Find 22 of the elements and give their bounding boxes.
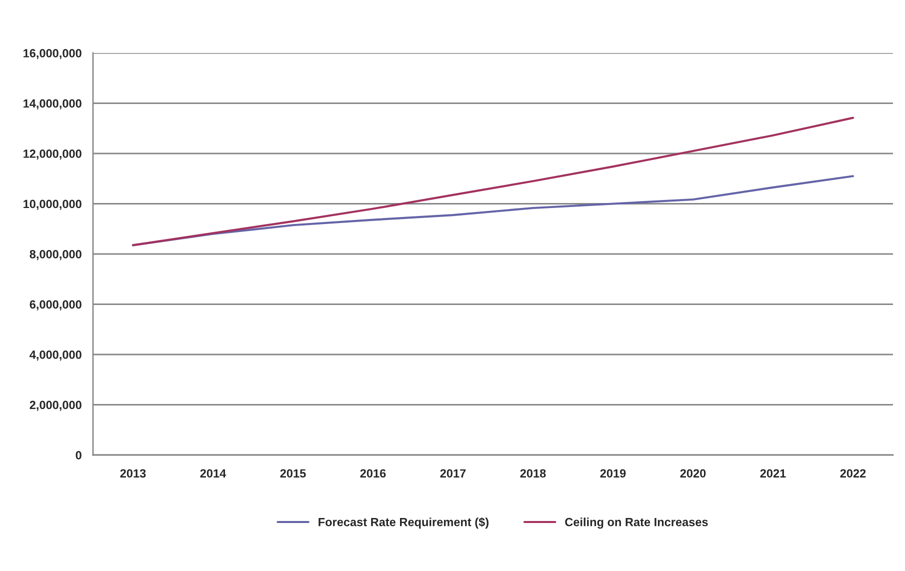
x-tick-label: 2017 (440, 469, 466, 478)
legend-label: Ceiling on Rate Increases (565, 518, 708, 529)
y-tick-label: 0 (76, 451, 82, 460)
x-tick-label: 2014 (200, 469, 226, 478)
x-tick-label: 2016 (360, 469, 386, 478)
line-series (132, 116, 854, 246)
y-tick-label: 4,000,000 (30, 350, 82, 361)
y-tick-label: 10,000,000 (24, 200, 82, 210)
x-tick-label: 2022 (840, 469, 866, 478)
y-tick-label: 6,000,000 (30, 300, 82, 310)
y-tick-label: 12,000,000 (24, 150, 82, 160)
x-tick-label: 2020 (680, 469, 706, 478)
y-tick-label: 16,000,000 (24, 49, 82, 60)
x-tick-label: 2019 (600, 469, 626, 478)
legend-label: Forecast Rate Requirement ($) (318, 517, 488, 529)
y-tick-label: 2,000,000 (30, 400, 82, 411)
x-tick-label: 2013 (120, 469, 146, 478)
x-tick-label: 2018 (520, 469, 546, 478)
x-tick-label: 2021 (760, 469, 786, 478)
x-tick-label: 2015 (280, 469, 306, 478)
y-tick-label: 8,000,000 (30, 250, 82, 260)
y-tick-label: 14,000,000 (24, 99, 82, 110)
